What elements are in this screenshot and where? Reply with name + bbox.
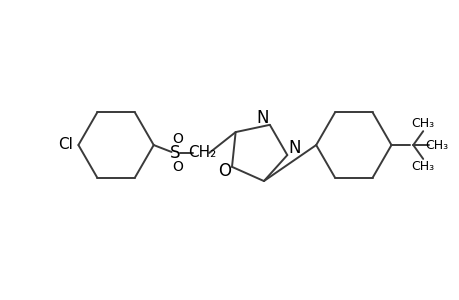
Text: CH₃: CH₃ — [425, 139, 448, 152]
Text: CH₃: CH₃ — [411, 160, 434, 173]
Text: CH₃: CH₃ — [411, 117, 434, 130]
Text: CH₂: CH₂ — [188, 146, 216, 160]
Text: N: N — [287, 139, 300, 157]
Text: Cl: Cl — [58, 136, 73, 152]
Text: O: O — [172, 160, 183, 174]
Text: N: N — [256, 109, 269, 127]
Text: O: O — [172, 132, 183, 146]
Text: S: S — [170, 144, 180, 162]
Text: O: O — [218, 162, 231, 180]
